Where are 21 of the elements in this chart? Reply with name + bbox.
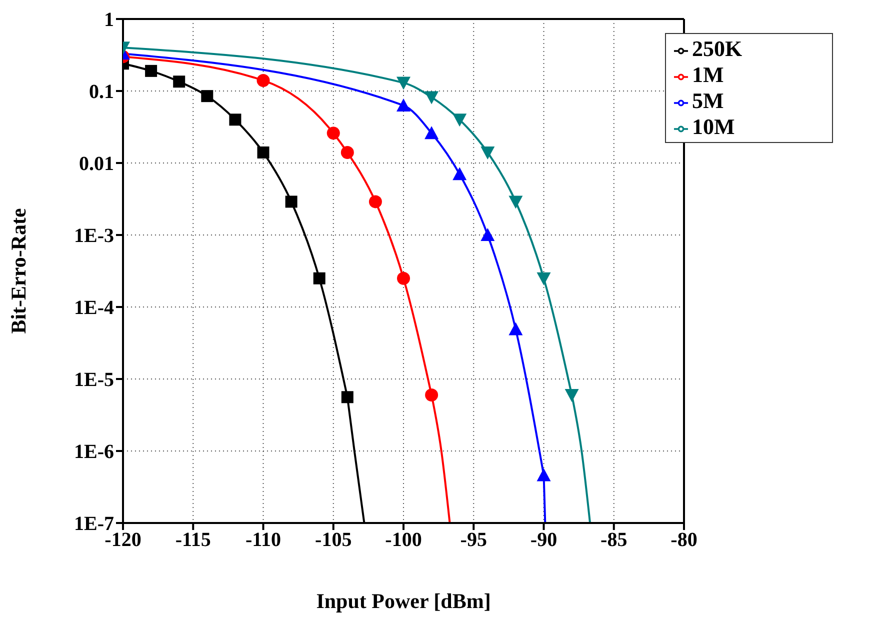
x-tick-label: -100 xyxy=(385,529,422,552)
x-tick-label: -105 xyxy=(315,529,352,552)
y-tick-label: 1E-3 xyxy=(74,225,114,248)
legend-label: 1M xyxy=(692,62,724,87)
y-tick-label: 1 xyxy=(104,9,114,32)
x-tick-label: -80 xyxy=(670,529,698,552)
y-tick-label: 0.1 xyxy=(89,81,114,104)
x-tick-label: -110 xyxy=(245,529,282,552)
y-tick-label: 1E-5 xyxy=(74,369,114,392)
x-axis-title: Input Power [dBm] xyxy=(316,589,491,613)
y-tick-label: 1E-4 xyxy=(74,297,114,320)
legend-label: 10M xyxy=(692,114,735,139)
y-axis-title: Bit-Erro-Rate xyxy=(6,208,30,334)
legend-label: 5M xyxy=(692,88,724,113)
legend-label: 250K xyxy=(692,36,742,61)
x-tick-label: -95 xyxy=(460,529,487,552)
x-tick-label: -115 xyxy=(175,529,211,552)
x-tick-label: -85 xyxy=(600,529,628,552)
y-tick-label: 0.01 xyxy=(79,153,114,176)
y-tick-label: 1E-6 xyxy=(74,441,114,464)
x-tick-label: -90 xyxy=(530,529,558,552)
